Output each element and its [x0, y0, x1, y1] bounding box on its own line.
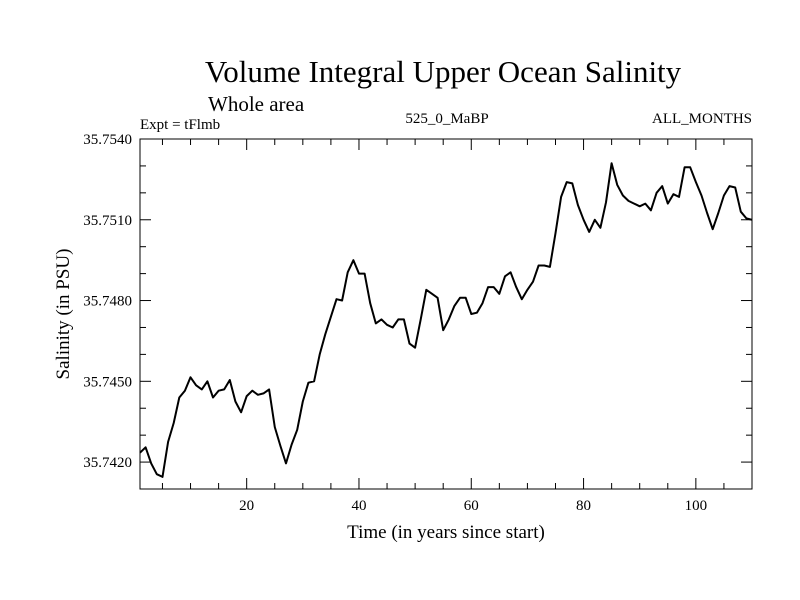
- y-tick-label: 35.7540: [83, 132, 132, 148]
- run-label: 525_0_MaBP: [405, 111, 488, 127]
- y-axis-label: Salinity (in PSU): [53, 249, 74, 380]
- x-tick-label: 40: [351, 498, 366, 514]
- plot-frame: [139, 138, 753, 490]
- expt-label: Expt = tFlmb: [140, 117, 220, 133]
- chart-subtitle: Whole area: [208, 92, 305, 116]
- chart-title: Volume Integral Upper Ocean Salinity: [205, 54, 682, 89]
- x-tick-label: 100: [685, 498, 708, 514]
- y-tick-label: 35.7480: [83, 294, 132, 310]
- x-axis-label: Time (in years since start): [347, 522, 545, 543]
- months-label: ALL_MONTHS: [652, 111, 752, 127]
- y-tick-label: 35.7510: [83, 213, 132, 229]
- x-tick-label: 20: [239, 498, 254, 514]
- x-tick-label: 80: [576, 498, 591, 514]
- x-axis: 20 40 60 80 100: [161, 139, 753, 514]
- y-tick-label: 35.7420: [83, 455, 132, 471]
- y-axis: 35.7420 35.7450 35.7480 35.7510 35.7540: [83, 132, 752, 490]
- series-line-salinity: [139, 162, 753, 478]
- y-tick-label: 35.7450: [83, 374, 132, 390]
- x-tick-label: 60: [464, 498, 479, 514]
